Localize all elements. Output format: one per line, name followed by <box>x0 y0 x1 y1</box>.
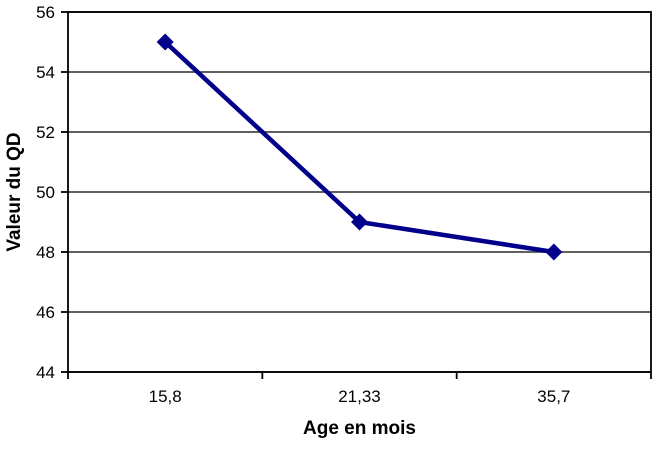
gridlines <box>68 11 651 373</box>
y-tick-label: 56 <box>36 3 55 22</box>
x-tick-label: 35,7 <box>537 387 570 406</box>
x-axis-title: Age en mois <box>303 418 416 439</box>
y-tick-label: 46 <box>36 303 55 322</box>
y-tick-label: 48 <box>36 243 55 262</box>
y-tick-label: 52 <box>36 123 55 142</box>
data-series <box>156 33 563 261</box>
y-tick-labels: 44 46 48 50 52 54 56 <box>36 3 55 382</box>
data-point-marker <box>351 213 368 231</box>
y-tick-label: 50 <box>36 183 55 202</box>
y-axis-title: Valeur du QD <box>4 132 25 251</box>
y-tick-label: 54 <box>36 63 55 82</box>
x-tick-label: 21,33 <box>338 387 381 406</box>
y-tick-label: 44 <box>36 363 55 382</box>
x-tick-labels: 15,8 21,33 35,7 <box>149 387 571 406</box>
axis-ticks <box>61 11 652 379</box>
data-point-marker <box>156 33 174 51</box>
data-point-marker <box>545 243 563 261</box>
x-tick-label: 15,8 <box>149 387 182 406</box>
